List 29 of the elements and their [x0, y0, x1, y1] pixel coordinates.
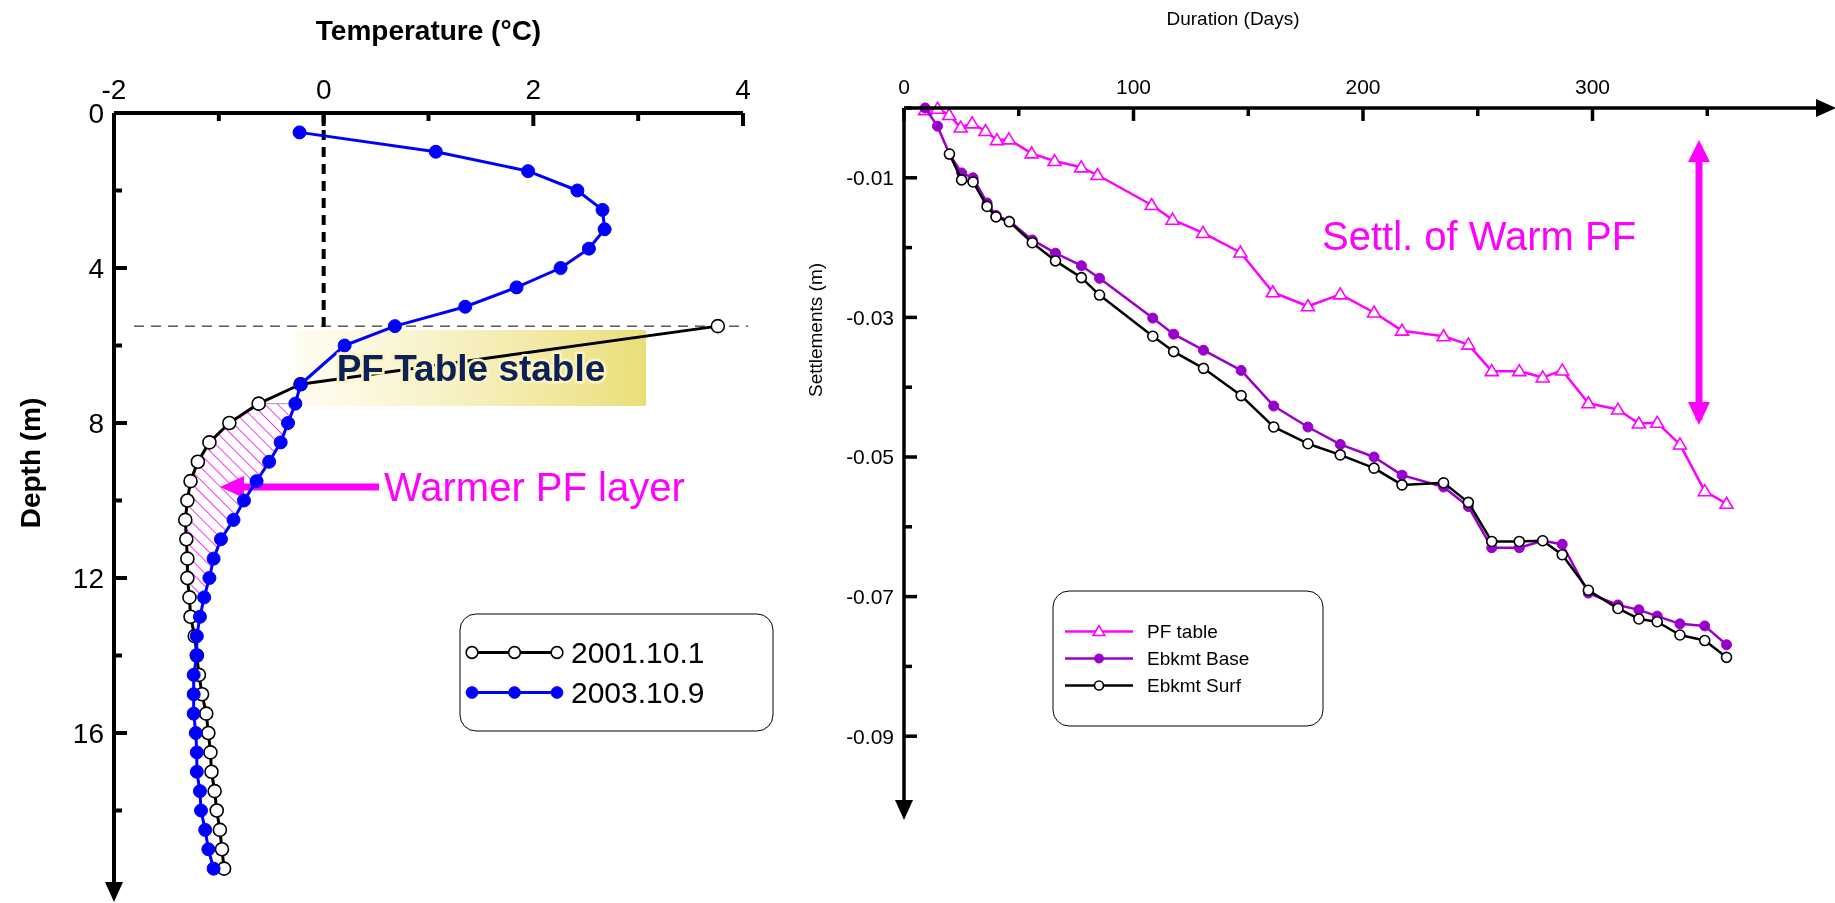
y-tick-label: -0.05: [846, 445, 894, 469]
y-tick-label: 0: [88, 97, 104, 129]
y-tick-label: 8: [88, 407, 104, 439]
x-tick-label: 200: [1345, 75, 1381, 98]
x-tick-label: 0: [315, 74, 332, 105]
legend-label: Ebkmt Base: [1147, 648, 1250, 670]
y-tick-label: -0.07: [846, 584, 894, 608]
y-axis-title: Depth (m): [15, 397, 46, 529]
y-tick-label: 16: [72, 717, 104, 749]
annotation: Settl. of Warm PF: [1322, 214, 1637, 258]
x-tick-label: 2: [525, 74, 542, 105]
y-tick-label: -0.09: [846, 724, 894, 748]
y-tick-label: -0.01: [846, 166, 894, 190]
y-tick-label: 12: [72, 562, 104, 594]
legend-label: PF table: [1147, 621, 1218, 643]
x-tick-label: -2: [101, 74, 127, 105]
x-tick-label: 100: [1115, 75, 1152, 98]
x-tick-label: 0: [898, 75, 910, 98]
legend-label: 2003.10.9: [571, 676, 705, 709]
y-tick-label: -0.03: [846, 305, 894, 329]
legend-label: Ebkmt Surf: [1147, 675, 1242, 697]
legend-label: 2001.10.1: [571, 636, 705, 669]
y-axis-title: Settlements (m): [805, 262, 826, 398]
y-tick-label: 4: [88, 252, 104, 284]
x-tick-label: 300: [1574, 75, 1611, 98]
x-axis-title: Duration (Days): [1166, 8, 1300, 29]
annotation: Warmer PF layer: [384, 465, 685, 509]
x-axis-title: Temperature (°C): [315, 15, 542, 46]
x-tick-label: 4: [735, 74, 751, 105]
